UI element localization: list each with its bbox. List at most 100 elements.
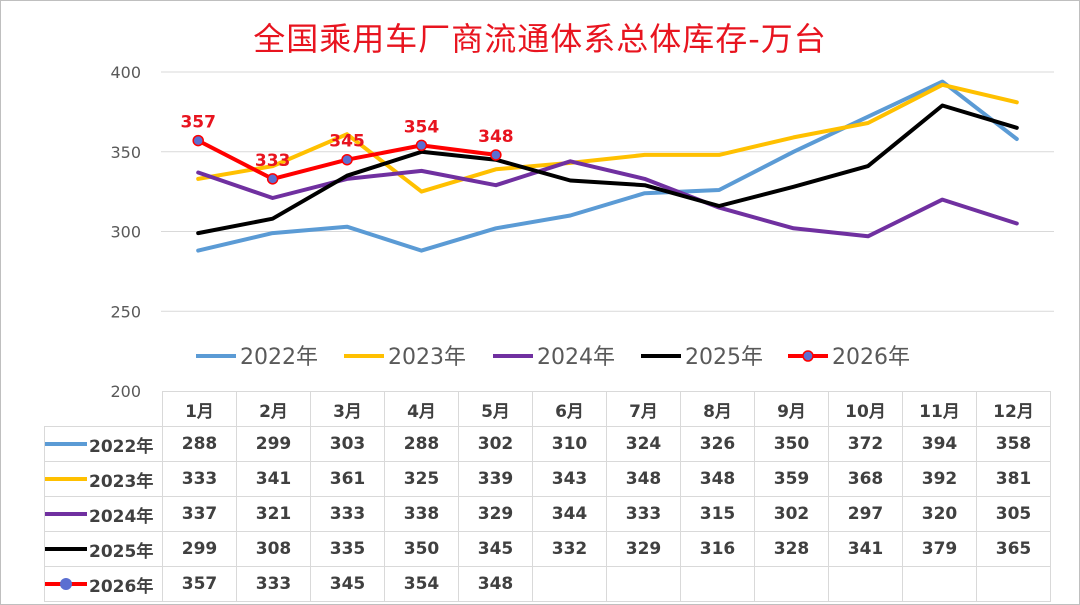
table-cell: 368 xyxy=(828,461,903,497)
table-cell: 324 xyxy=(606,426,681,462)
table-cell: 328 xyxy=(754,531,829,567)
table-row-label: 2023年 xyxy=(89,471,154,492)
table-cell xyxy=(902,566,977,602)
table-legend-key xyxy=(45,437,87,451)
table-header-cell: 3月 xyxy=(310,391,385,427)
table-cell: 381 xyxy=(976,461,1051,497)
table-cell: 359 xyxy=(754,461,829,497)
table-header-cell: 9月 xyxy=(754,391,829,427)
y-tick-label: 300 xyxy=(110,223,141,242)
table-cell: 308 xyxy=(236,531,311,567)
series-line xyxy=(196,82,1019,194)
table-cell: 358 xyxy=(976,426,1051,462)
table-header-cell: 4月 xyxy=(384,391,459,427)
table-cell: 379 xyxy=(902,531,977,567)
table-row-label: 2025年 xyxy=(89,541,154,562)
legend-label: 2022年 xyxy=(240,345,318,370)
table-cell: 332 xyxy=(532,531,607,567)
data-label: 333 xyxy=(255,151,291,171)
data-label: 357 xyxy=(180,113,216,133)
table-cell: 302 xyxy=(458,426,533,462)
y-tick-label: 400 xyxy=(110,63,141,82)
table-cell: 297 xyxy=(828,496,903,532)
table-cell: 343 xyxy=(532,461,607,497)
table-cell: 310 xyxy=(532,426,607,462)
table-cell: 302 xyxy=(754,496,829,532)
table-legend-key xyxy=(45,542,87,556)
table-cell: 348 xyxy=(458,566,533,602)
y-tick-label: 350 xyxy=(110,143,141,162)
table-cell xyxy=(680,566,755,602)
table-row: 2024年 337 321 333 338 329 344 333 315 302 297 320 30… xyxy=(44,496,1051,532)
table-cell xyxy=(828,566,903,602)
table-legend-key xyxy=(45,472,87,486)
table-row: 2023年 333 341 361 325 339 343 348 348 359 368 392 38… xyxy=(44,461,1051,497)
table-cell: 345 xyxy=(310,566,385,602)
legend-label: 2025年 xyxy=(685,345,763,370)
series-marker xyxy=(490,149,502,161)
table-header-cell: 7月 xyxy=(606,391,681,427)
table-header-cell: 2月 xyxy=(236,391,311,427)
table-header-cell: 12月 xyxy=(976,391,1051,427)
table-cell: 357 xyxy=(162,566,237,602)
series-line xyxy=(196,103,1019,236)
table-cell: 315 xyxy=(680,496,755,532)
table-row: 2026年 357 333 345 354 348 xyxy=(44,566,1051,602)
table-cell: 341 xyxy=(828,531,903,567)
table-cell: 354 xyxy=(384,566,459,602)
table-cell: 329 xyxy=(606,531,681,567)
series-marker xyxy=(341,153,353,166)
table-cell: 321 xyxy=(236,496,311,532)
table-row-header: 2022年 xyxy=(44,426,163,462)
table-row-header: 2023年 xyxy=(44,461,163,497)
series-marker xyxy=(415,139,428,152)
y-tick-label: 250 xyxy=(110,302,141,321)
table-row-header: 2026年 xyxy=(44,566,163,602)
table-cell: 333 xyxy=(236,566,311,602)
table-cell: 372 xyxy=(828,426,903,462)
table-cell: 320 xyxy=(902,496,977,532)
data-label: 348 xyxy=(478,127,514,147)
table-cell: 316 xyxy=(680,531,755,567)
table-cell: 365 xyxy=(976,531,1051,567)
table-row-label: 2022年 xyxy=(89,436,154,457)
table-cell: 339 xyxy=(458,461,533,497)
table-legend-key xyxy=(45,507,87,521)
table-cell: 350 xyxy=(384,531,459,567)
legend-label: 2024年 xyxy=(537,345,615,370)
data-table: 1月 2月 3月 4月 5月 6月 7月 8月 9月 10月 11月 12月 2022年 288 299 30… xyxy=(44,391,1051,602)
table-cell xyxy=(606,566,681,602)
table-cell: 345 xyxy=(458,531,533,567)
table-cell: 333 xyxy=(162,461,237,497)
table-row: 2025年 299 308 335 350 345 332 329 316 328 341 379 36… xyxy=(44,531,1051,567)
table-cell: 325 xyxy=(384,461,459,497)
table-cell: 337 xyxy=(162,496,237,532)
table-cell: 361 xyxy=(310,461,385,497)
series-marker xyxy=(266,173,279,185)
series-line xyxy=(196,159,1019,239)
table-cell: 326 xyxy=(680,426,755,462)
table-cell: 288 xyxy=(162,426,237,462)
table-cell: 348 xyxy=(680,461,755,497)
table-header-cell: 11月 xyxy=(902,391,977,427)
table-cell: 350 xyxy=(754,426,829,462)
table-cell: 341 xyxy=(236,461,311,497)
table-row: 2022年 288 299 303 288 302 310 324 326 350 372 394 35… xyxy=(44,426,1051,462)
table-cell: 335 xyxy=(310,531,385,567)
table-cell: 338 xyxy=(384,496,459,532)
table-cell xyxy=(532,566,607,602)
table-header-cell: 6月 xyxy=(532,391,607,427)
table-header-row: 1月 2月 3月 4月 5月 6月 7月 8月 9月 10月 11月 12月 xyxy=(44,391,1051,427)
table-cell: 348 xyxy=(606,461,681,497)
table-cell: 392 xyxy=(902,461,977,497)
table-header-cell: 8月 xyxy=(680,391,755,427)
table-cell xyxy=(754,566,829,602)
table-row-label: 2024年 xyxy=(89,506,154,527)
series-line xyxy=(196,79,1019,253)
table-cell: 303 xyxy=(310,426,385,462)
table-row-header: 2024年 xyxy=(44,496,163,532)
table-legend-key xyxy=(45,577,87,591)
legend-key-marker xyxy=(802,350,814,362)
table-cell: 299 xyxy=(162,531,237,567)
